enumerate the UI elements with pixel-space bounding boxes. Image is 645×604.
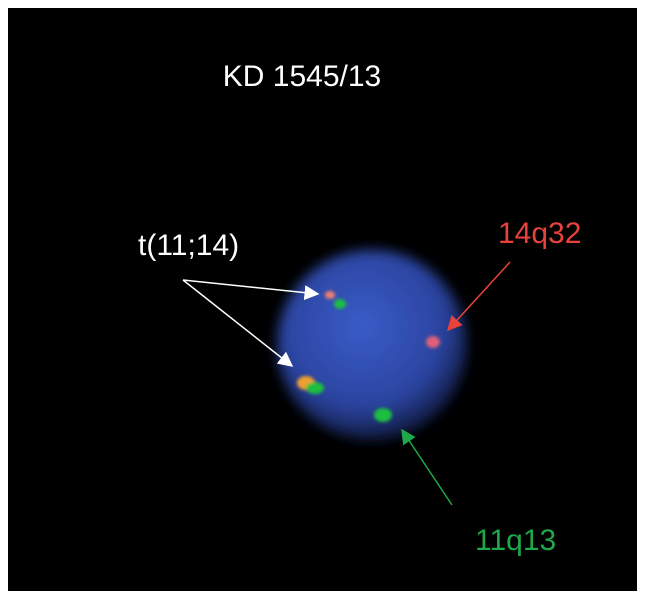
arrow <box>401 428 453 506</box>
arrow <box>182 279 320 301</box>
translocation-label: t(11;14) <box>138 229 239 262</box>
red-probe-label: 14q32 <box>498 217 581 250</box>
green-probe-label: 11q13 <box>475 524 556 557</box>
nucleus <box>277 250 467 440</box>
signals <box>297 291 440 422</box>
title: KD 1545/13 <box>223 60 381 93</box>
arrow <box>182 279 294 367</box>
arrow <box>446 261 511 332</box>
